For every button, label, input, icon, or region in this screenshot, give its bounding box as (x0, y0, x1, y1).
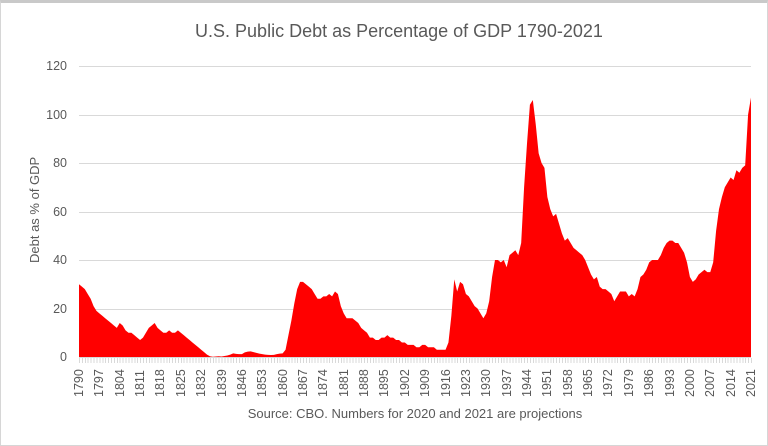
x-tick-label-1839: 1839 (215, 369, 229, 397)
y-tick-label-80: 80 (53, 156, 67, 170)
x-tick-label-1979: 1979 (622, 369, 636, 397)
x-tick-label-1853: 1853 (255, 369, 269, 397)
x-tick-label-1930: 1930 (479, 369, 493, 397)
x-tick-label-1790: 1790 (72, 369, 86, 397)
x-tick-label-1874: 1874 (316, 369, 330, 397)
debt-area-series (79, 97, 751, 357)
x-tick-label-1993: 1993 (663, 369, 677, 397)
chart-title: U.S. Public Debt as Percentage of GDP 17… (195, 21, 603, 41)
y-tick-label-120: 120 (46, 59, 67, 73)
y-tick-label-20: 20 (53, 302, 67, 316)
x-axis-tick-marks (79, 358, 752, 363)
x-tick-label-1923: 1923 (459, 369, 473, 397)
x-tick-label-1951: 1951 (540, 369, 554, 397)
x-tick-label-1958: 1958 (561, 369, 575, 397)
x-tick-label-1916: 1916 (439, 369, 453, 397)
gridline-120 (79, 66, 751, 67)
x-tick-label-1944: 1944 (520, 369, 534, 397)
x-tick-label-1986: 1986 (642, 369, 656, 397)
y-tick-label-60: 60 (53, 205, 67, 219)
x-tick-label-2014: 2014 (724, 369, 738, 397)
x-tick-label-1846: 1846 (235, 369, 249, 397)
area-fill (79, 97, 751, 357)
y-tick-label-40: 40 (53, 253, 67, 267)
x-tick-label-1867: 1867 (296, 369, 310, 397)
x-tick-label-1965: 1965 (581, 369, 595, 397)
x-tick-label-1972: 1972 (601, 369, 615, 397)
x-tick-label-1860: 1860 (276, 369, 290, 397)
x-tick-label-1832: 1832 (194, 369, 208, 397)
x-tick-label-1909: 1909 (418, 369, 432, 397)
gridline-0 (79, 357, 751, 358)
y-tick-label-100: 100 (46, 108, 67, 122)
gridline-40 (79, 260, 751, 261)
gridline-20 (79, 309, 751, 310)
x-tick-label-1902: 1902 (398, 369, 412, 397)
x-tick-label-1937: 1937 (500, 369, 514, 397)
x-tick-label-1881: 1881 (337, 369, 351, 397)
x-tick-label-1811: 1811 (133, 370, 147, 397)
x-tick-label-2021: 2021 (744, 369, 758, 397)
x-tick-label-2007: 2007 (703, 369, 717, 397)
x-tick-label-1804: 1804 (113, 369, 127, 397)
x-tick-label-2000: 2000 (683, 369, 697, 397)
gridline-60 (79, 212, 751, 213)
x-tick-label-1797: 1797 (92, 369, 106, 397)
plot-area (79, 66, 751, 358)
source-caption: Source: CBO. Numbers for 2020 and 2021 a… (247, 406, 583, 421)
x-tick-label-1888: 1888 (357, 369, 371, 397)
x-tick-label-1895: 1895 (377, 369, 391, 397)
gridline-100 (79, 115, 751, 116)
gridline-80 (79, 163, 751, 164)
x-tick-label-1818: 1818 (153, 369, 167, 397)
x-tick-label-1825: 1825 (174, 369, 188, 397)
y-tick-label-0: 0 (60, 350, 67, 364)
